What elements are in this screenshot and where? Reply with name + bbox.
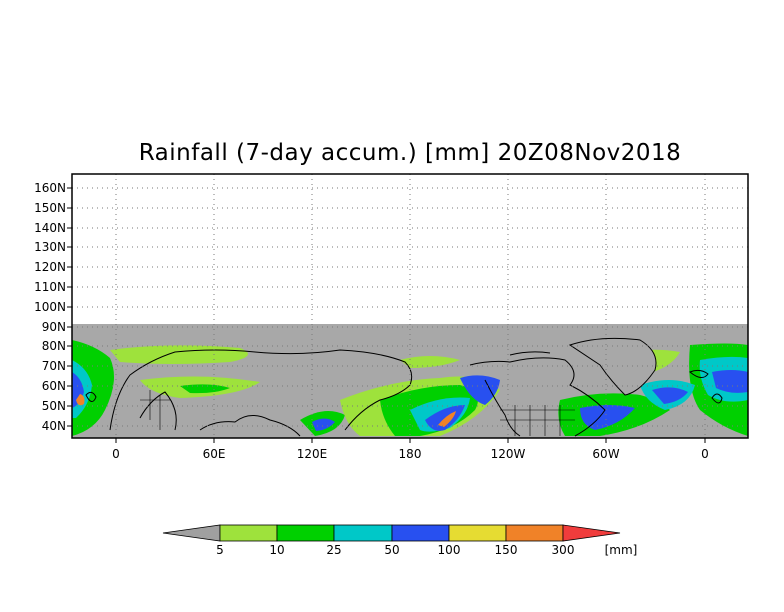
colorbar-tick: 10 [269, 543, 284, 557]
colorbar-segment [505, 524, 564, 542]
colorbar [162, 524, 621, 542]
colorbar-tick: 100 [438, 543, 461, 557]
lon-label: 180 [399, 447, 422, 461]
lat-label: 80N [42, 339, 66, 353]
lat-label: 120N [34, 260, 66, 274]
colorbar-tick: 50 [384, 543, 399, 557]
lat-label: 140N [34, 221, 66, 235]
colorbar-tick: 5 [216, 543, 224, 557]
lat-label: 150N [34, 201, 66, 215]
colorbar-tick: 150 [495, 543, 518, 557]
lat-label: 50N [42, 399, 66, 413]
graticule [72, 174, 748, 438]
colorbar-segment [391, 524, 450, 542]
colorbar-unit: [mm] [605, 543, 638, 557]
colorbar-segment [333, 524, 393, 542]
lon-label: 0 [112, 447, 120, 461]
lon-label: 60E [203, 447, 226, 461]
colorbar-tick: 300 [552, 543, 575, 557]
colorbar-high-triangle [562, 524, 621, 542]
lat-label: 110N [34, 280, 66, 294]
map-title: Rainfall (7-day accum.) [mm] 20Z08Nov201… [138, 140, 682, 166]
colorbar-segment [448, 524, 507, 542]
lat-label: 90N [42, 320, 66, 334]
political-borders [140, 390, 575, 436]
lon-label: 120E [297, 447, 328, 461]
lat-label: 40N [42, 419, 66, 433]
colorbar-segment [219, 524, 278, 542]
rainfall-shading [72, 340, 748, 436]
colorbar-low-triangle [162, 524, 221, 542]
lat-label: 130N [34, 240, 66, 254]
latitude-axis: 160N 150N 140N 130N 120N 110N 100N 90N 8… [34, 181, 72, 433]
plot-area [71, 173, 749, 439]
longitude-axis: 0 60E 120E 180 120W 60W 0 [112, 438, 709, 461]
lat-label: 100N [34, 300, 66, 314]
lon-label: 0 [701, 447, 709, 461]
lon-label: 120W [491, 447, 526, 461]
colorbar-tick: 25 [326, 543, 341, 557]
lat-label: 70N [42, 359, 66, 373]
lon-label: 60W [592, 447, 619, 461]
coastlines [85, 337, 723, 437]
lat-label: 60N [42, 379, 66, 393]
colorbar-labels: 5 10 25 50 100 150 300 [mm] [216, 543, 637, 557]
colorbar-segment [276, 524, 335, 542]
lat-label: 160N [34, 181, 66, 195]
